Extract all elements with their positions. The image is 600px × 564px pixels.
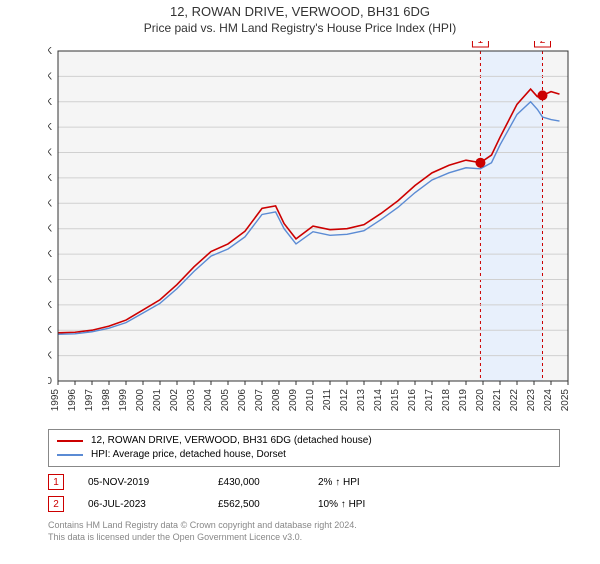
sale-date: 05-NOV-2019: [88, 477, 218, 488]
svg-text:1995: 1995: [50, 389, 61, 412]
svg-text:2013: 2013: [356, 389, 367, 412]
svg-text:2002: 2002: [169, 389, 180, 412]
sale-badge: 1: [48, 474, 64, 490]
legend-label: HPI: Average price, detached house, Dors…: [91, 448, 286, 462]
svg-text:2001: 2001: [152, 389, 163, 412]
svg-text:2012: 2012: [339, 389, 350, 412]
legend-item: HPI: Average price, detached house, Dors…: [57, 448, 551, 462]
svg-text:£200K: £200K: [48, 274, 52, 285]
svg-text:£550K: £550K: [48, 97, 52, 108]
sale-badge: 2: [48, 496, 64, 512]
legend-swatch: [57, 440, 83, 442]
chart-title: 12, ROWAN DRIVE, VERWOOD, BH31 6DG: [0, 4, 600, 19]
legend-item: 12, ROWAN DRIVE, VERWOOD, BH31 6DG (deta…: [57, 434, 551, 448]
svg-text:2025: 2025: [560, 389, 571, 412]
svg-text:2004: 2004: [203, 389, 214, 412]
legend-label: 12, ROWAN DRIVE, VERWOOD, BH31 6DG (deta…: [91, 434, 372, 448]
footer-line: Contains HM Land Registry data © Crown c…: [48, 519, 560, 531]
svg-text:2: 2: [540, 41, 546, 46]
sale-price: £430,000: [218, 477, 318, 488]
svg-text:£50K: £50K: [48, 351, 52, 362]
svg-text:2006: 2006: [237, 389, 248, 412]
svg-text:2003: 2003: [186, 389, 197, 412]
svg-text:2010: 2010: [305, 389, 316, 412]
legend: 12, ROWAN DRIVE, VERWOOD, BH31 6DG (deta…: [48, 429, 560, 467]
svg-text:2014: 2014: [373, 389, 384, 412]
svg-text:2017: 2017: [424, 389, 435, 412]
svg-text:2005: 2005: [220, 389, 231, 412]
svg-text:£0: £0: [48, 376, 52, 387]
svg-text:2007: 2007: [254, 389, 265, 412]
svg-text:£250K: £250K: [48, 249, 52, 260]
chart-plot-area: £0 £50K £100K £150K £200K £250K £300K £350K £400…: [48, 41, 588, 421]
svg-text:2015: 2015: [390, 389, 401, 412]
sale-diff: 2% ↑ HPI: [318, 477, 360, 488]
svg-text:£450K: £450K: [48, 148, 52, 159]
svg-text:£400K: £400K: [48, 173, 52, 184]
svg-text:£300K: £300K: [48, 224, 52, 235]
svg-text:2016: 2016: [407, 389, 418, 412]
sale-diff: 10% ↑ HPI: [318, 499, 365, 510]
sale-price: £562,500: [218, 499, 318, 510]
sale-row: 2 06-JUL-2023 £562,500 10% ↑ HPI: [48, 493, 560, 515]
svg-text:2024: 2024: [543, 389, 554, 412]
svg-text:2018: 2018: [441, 389, 452, 412]
svg-text:1996: 1996: [67, 389, 78, 412]
sales-list: 1 05-NOV-2019 £430,000 2% ↑ HPI 2 06-JUL…: [48, 471, 560, 515]
svg-text:1: 1: [478, 41, 484, 46]
footer-line: This data is licensed under the Open Gov…: [48, 531, 560, 543]
svg-text:2011: 2011: [322, 389, 333, 411]
svg-text:1999: 1999: [118, 389, 129, 412]
svg-text:2023: 2023: [526, 389, 537, 412]
sale-date: 06-JUL-2023: [88, 499, 218, 510]
sale-row: 1 05-NOV-2019 £430,000 2% ↑ HPI: [48, 471, 560, 493]
svg-text:2009: 2009: [288, 389, 299, 412]
svg-text:2019: 2019: [458, 389, 469, 412]
svg-text:2000: 2000: [135, 389, 146, 412]
svg-text:£150K: £150K: [48, 300, 52, 311]
svg-text:£500K: £500K: [48, 122, 52, 133]
footer-attribution: Contains HM Land Registry data © Crown c…: [48, 519, 560, 543]
line-chart-svg: £0 £50K £100K £150K £200K £250K £300K £350K £400…: [48, 41, 588, 421]
svg-text:£600K: £600K: [48, 71, 52, 82]
svg-text:£100K: £100K: [48, 325, 52, 336]
chart-container: 12, ROWAN DRIVE, VERWOOD, BH31 6DG Price…: [0, 4, 600, 564]
svg-text:2021: 2021: [492, 389, 503, 412]
svg-text:2008: 2008: [271, 389, 282, 412]
svg-text:2020: 2020: [475, 389, 486, 412]
svg-text:£650K: £650K: [48, 46, 52, 57]
svg-text:£350K: £350K: [48, 198, 52, 209]
svg-text:1997: 1997: [84, 389, 95, 412]
svg-text:1998: 1998: [101, 389, 112, 412]
legend-swatch: [57, 454, 83, 456]
svg-text:2022: 2022: [509, 389, 520, 412]
chart-subtitle: Price paid vs. HM Land Registry's House …: [0, 21, 600, 35]
